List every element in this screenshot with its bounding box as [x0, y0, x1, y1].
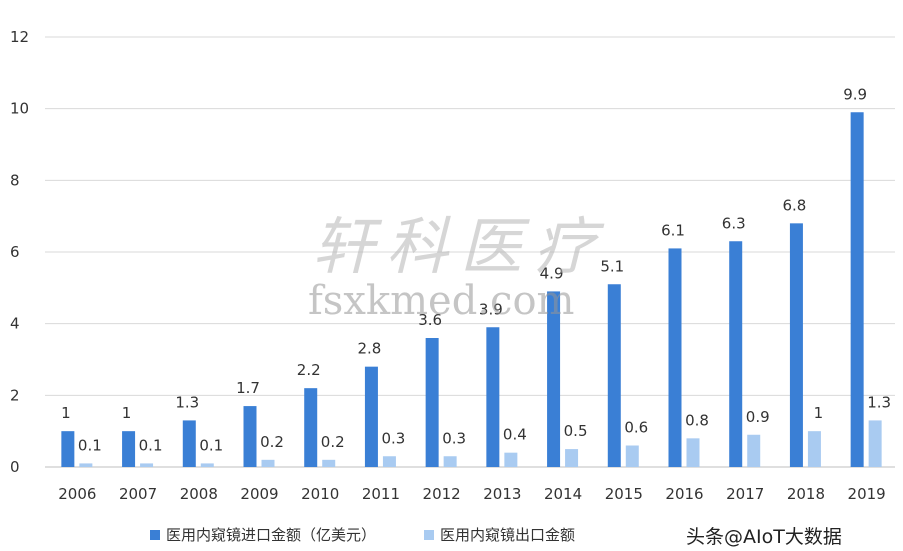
- bar-import: [243, 406, 257, 467]
- bar-import: [425, 338, 439, 467]
- x-tick-label: 2015: [605, 485, 643, 503]
- y-tick-label: 10: [10, 100, 29, 118]
- x-tick-label: 2018: [787, 485, 825, 503]
- bar-import: [364, 366, 378, 467]
- y-tick-label: 6: [10, 243, 20, 261]
- data-label-export: 0.6: [624, 419, 648, 437]
- data-label-export: 0.1: [78, 436, 102, 454]
- bar-import: [61, 431, 75, 467]
- y-tick-label: 12: [10, 28, 29, 46]
- y-tick-label: 2: [10, 386, 20, 404]
- data-label-import: 1: [122, 404, 132, 422]
- data-label-import: 4.9: [540, 264, 564, 282]
- data-label-export: 0.1: [199, 436, 223, 454]
- x-tick-label: 2007: [119, 485, 157, 503]
- data-label-export: 0.3: [381, 429, 405, 447]
- data-label-export: 1.3: [867, 393, 891, 411]
- legend-item-export: 医用内窥镜出口金额: [424, 524, 575, 545]
- data-label-export: 1: [814, 404, 824, 422]
- bar-import: [182, 420, 196, 467]
- bar-export: [261, 459, 275, 467]
- bar-import: [122, 431, 136, 467]
- bar-export: [868, 420, 882, 467]
- bar-export: [443, 456, 457, 467]
- bar-import: [668, 248, 682, 467]
- bar-import: [486, 327, 500, 467]
- bar-import: [304, 388, 318, 467]
- bar-import: [789, 223, 803, 467]
- x-tick-label: 2009: [240, 485, 278, 503]
- legend-item-import: 医用内窥镜进口金额（亿美元）: [150, 524, 376, 545]
- bar-import: [850, 112, 864, 467]
- data-label-import: 6.1: [661, 221, 685, 239]
- data-label-import: 9.9: [843, 85, 867, 103]
- bar-export: [686, 438, 700, 467]
- data-label-export: 0.9: [746, 408, 770, 426]
- x-tick-label: 2016: [665, 485, 703, 503]
- bar-export: [79, 463, 93, 467]
- bar-import: [547, 291, 561, 467]
- bar-export: [504, 452, 518, 467]
- data-label-export: 0.8: [685, 411, 709, 429]
- data-label-import: 5.1: [600, 257, 624, 275]
- chart-legend: 医用内窥镜进口金额（亿美元） 医用内窥镜出口金额: [150, 524, 615, 545]
- legend-swatch-export: [424, 529, 435, 540]
- x-tick-label: 2011: [362, 485, 400, 503]
- data-label-import: 3.6: [418, 311, 442, 329]
- bar-export: [747, 434, 761, 467]
- data-label-export: 0.3: [442, 429, 466, 447]
- data-label-export: 0.5: [564, 422, 588, 440]
- bar-export: [200, 463, 214, 467]
- x-tick-label: 2014: [544, 485, 582, 503]
- x-tick-label: 2008: [180, 485, 218, 503]
- y-tick-label: 4: [10, 315, 20, 333]
- data-label-import: 1.3: [175, 393, 199, 411]
- data-label-import: 3.9: [479, 300, 503, 318]
- bar-export: [140, 463, 154, 467]
- x-tick-label: 2006: [58, 485, 96, 503]
- legend-swatch-import: [150, 529, 160, 540]
- data-label-import: 6.3: [722, 214, 746, 232]
- data-label-export: 0.4: [503, 426, 527, 444]
- bar-export: [382, 456, 396, 467]
- data-label-import: 1.7: [236, 379, 260, 397]
- x-tick-label: 2012: [423, 485, 461, 503]
- bar-import: [729, 241, 743, 467]
- data-label-export: 0.1: [139, 436, 163, 454]
- data-label-import: 6.8: [782, 196, 806, 214]
- legend-label-export: 医用内窥镜出口金额: [440, 526, 576, 544]
- legend-label-import: 医用内窥镜进口金额（亿美元）: [166, 526, 377, 544]
- bar-export: [807, 431, 821, 467]
- bar-export: [322, 459, 336, 467]
- data-label-import: 1: [61, 404, 71, 422]
- bar-export: [565, 449, 579, 467]
- data-label-export: 0.2: [260, 433, 284, 451]
- y-tick-label: 0: [10, 458, 20, 476]
- data-label-import: 2.2: [297, 361, 321, 379]
- x-tick-label: 2013: [483, 485, 521, 503]
- x-tick-label: 2019: [848, 485, 886, 503]
- y-tick-label: 8: [10, 171, 20, 189]
- x-tick-label: 2010: [301, 485, 339, 503]
- bar-import: [607, 284, 621, 467]
- bar-export: [625, 445, 639, 467]
- data-label-export: 0.2: [321, 433, 345, 451]
- data-label-import: 2.8: [357, 340, 381, 358]
- x-tick-label: 2017: [726, 485, 764, 503]
